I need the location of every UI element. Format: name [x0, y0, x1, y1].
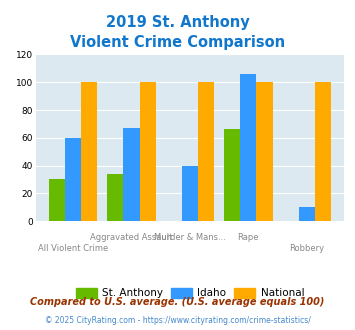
Text: Rape: Rape: [237, 233, 259, 242]
Text: Murder & Mans...: Murder & Mans...: [154, 233, 226, 242]
Text: Aggravated Assault: Aggravated Assault: [91, 233, 173, 242]
Bar: [224, 129, 240, 221]
Text: Compared to U.S. average. (U.S. average equals 100): Compared to U.S. average. (U.S. average …: [30, 297, 325, 307]
Bar: [256, 82, 273, 221]
Bar: [65, 138, 81, 221]
Text: Violent Crime Comparison: Violent Crime Comparison: [70, 35, 285, 50]
Text: All Violent Crime: All Violent Crime: [38, 244, 108, 252]
Bar: [81, 82, 98, 221]
Bar: [124, 128, 140, 221]
Legend: St. Anthony, Idaho, National: St. Anthony, Idaho, National: [72, 283, 308, 303]
Text: 2019 St. Anthony: 2019 St. Anthony: [106, 15, 249, 30]
Bar: [49, 180, 65, 221]
Text: Robbery: Robbery: [289, 244, 324, 252]
Bar: [107, 174, 124, 221]
Text: © 2025 CityRating.com - https://www.cityrating.com/crime-statistics/: © 2025 CityRating.com - https://www.city…: [45, 316, 310, 325]
Bar: [140, 82, 156, 221]
Bar: [299, 207, 315, 221]
Bar: [182, 166, 198, 221]
Bar: [240, 74, 256, 221]
Bar: [198, 82, 214, 221]
Bar: [315, 82, 331, 221]
